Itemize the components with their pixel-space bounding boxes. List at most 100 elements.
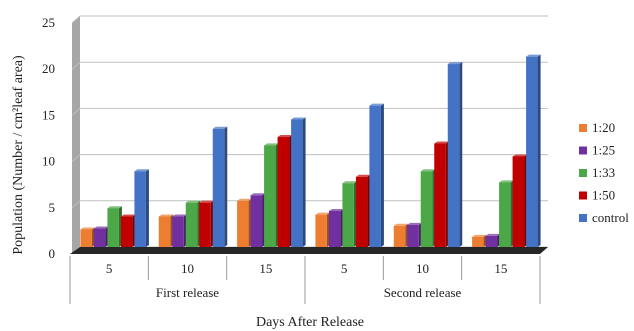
bar (328, 210, 341, 247)
bar (120, 216, 133, 247)
bar (93, 228, 106, 247)
bar-top (328, 208, 344, 211)
bar-top (199, 200, 214, 203)
gridline-side (71, 61, 81, 70)
bar (447, 64, 460, 247)
bar (212, 128, 225, 247)
bar (185, 202, 198, 247)
bar (355, 176, 368, 247)
x-tick-label: 5 (341, 261, 348, 276)
bar (472, 236, 484, 247)
bar-top (277, 135, 293, 138)
bar (80, 229, 92, 247)
bar (420, 171, 433, 247)
y-tick-label: 10 (42, 154, 55, 169)
gridline-side (71, 200, 81, 209)
bar (369, 105, 381, 248)
bar (499, 182, 511, 247)
bar-top (526, 54, 541, 57)
bar-top (212, 126, 228, 129)
bar-top (315, 212, 330, 215)
x-tick-label: 10 (416, 261, 429, 276)
gridline-side (71, 15, 81, 24)
bar-top (172, 214, 187, 217)
back-wall-side (72, 16, 80, 254)
bar-side (380, 103, 384, 248)
bar-top (185, 200, 201, 203)
legend-label: 1:20 (592, 120, 615, 135)
bar-top (512, 154, 528, 157)
bar-side (302, 117, 306, 247)
y-tick-label: 20 (42, 61, 55, 76)
bar-top (393, 223, 409, 226)
bar (172, 216, 184, 247)
bar (237, 200, 249, 247)
bar-top (120, 214, 136, 217)
bar-top (369, 103, 384, 106)
y-tick-label: 25 (42, 15, 55, 30)
bar-top (447, 62, 463, 65)
y-tick-label: 5 (49, 200, 56, 215)
y-tick-label: 0 (49, 246, 56, 261)
group-label: First release (156, 285, 219, 300)
bar (277, 137, 290, 247)
bar-top (499, 180, 514, 183)
bar-top (80, 227, 95, 230)
bar-top (237, 198, 252, 201)
bar-side (145, 169, 149, 247)
legend-swatch (579, 169, 587, 177)
bar-top (158, 214, 174, 217)
bar-top (291, 117, 306, 120)
bar (512, 156, 525, 247)
bar-top (485, 233, 501, 236)
bar (485, 235, 498, 247)
y-axis-title: Population (Number / cm²leaf area) (11, 55, 26, 255)
x-tick-label: 5 (106, 261, 113, 276)
plot-area (80, 16, 548, 247)
bar (264, 145, 276, 247)
bar-top (107, 206, 122, 209)
bar-top (434, 141, 449, 144)
gridline-side (71, 108, 81, 116)
y-tick-label: 15 (42, 107, 55, 122)
bar (158, 216, 171, 247)
x-tick-label: 15 (259, 261, 272, 276)
bar-side (459, 62, 463, 247)
legend-swatch (579, 191, 587, 200)
bar-side (537, 54, 541, 247)
bar-top (342, 181, 357, 184)
bar (393, 225, 406, 247)
bar-top (134, 169, 149, 172)
legend-swatch (579, 214, 587, 222)
legend-label: 1:50 (592, 188, 615, 203)
bar-top (472, 234, 487, 237)
bar (291, 119, 303, 247)
bar (134, 171, 146, 247)
bar-top (93, 226, 109, 229)
bar (342, 183, 354, 247)
bar-top (420, 169, 436, 172)
bar (315, 214, 327, 247)
legend-swatch (579, 146, 587, 155)
x-axis-title: Days After Release (256, 315, 364, 330)
group-label: Second release (384, 285, 462, 300)
bar-top (355, 174, 371, 177)
bar (434, 143, 446, 247)
bar-top (250, 193, 266, 196)
bar (250, 195, 263, 247)
bar (107, 208, 119, 247)
gridline-side (71, 154, 81, 162)
bar-side (224, 126, 228, 247)
legend-label: control (592, 210, 629, 225)
x-tick-label: 15 (494, 261, 507, 276)
bar-top (264, 143, 279, 146)
bar-top (407, 222, 422, 225)
bar (199, 202, 211, 247)
x-tick-label: 10 (181, 261, 194, 276)
legend-label: 1:33 (592, 165, 615, 180)
legend-swatch (579, 124, 587, 132)
chart-floor (70, 247, 548, 254)
legend-label: 1:25 (592, 143, 615, 158)
